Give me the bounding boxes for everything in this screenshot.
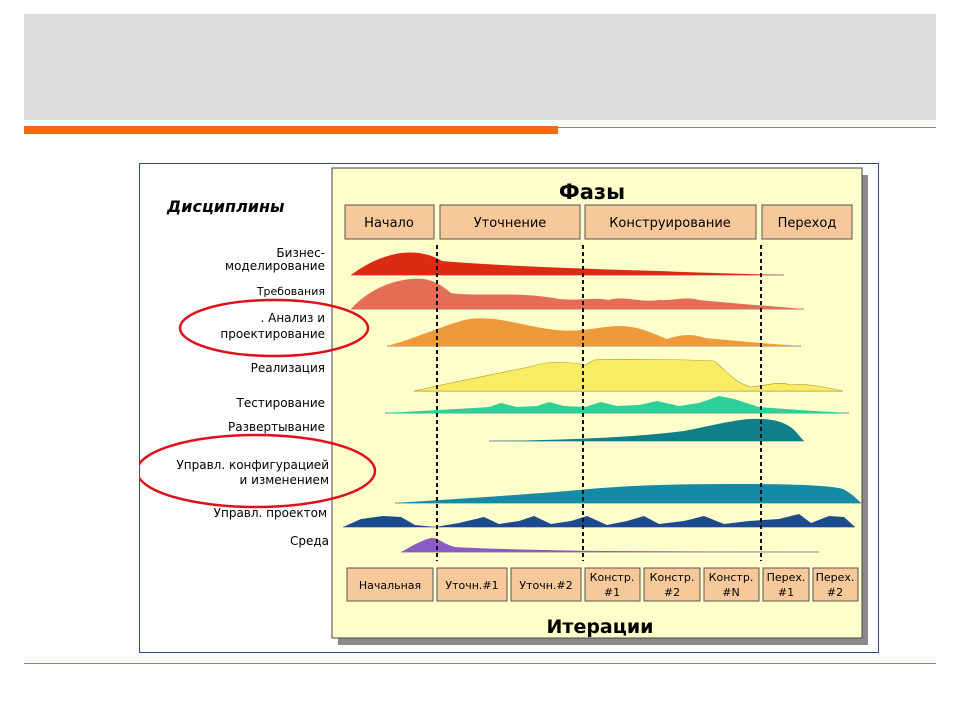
curve-config-change-mgmt	[395, 484, 861, 503]
discipline-label-environment: Среда	[290, 534, 329, 548]
iterations-heading: Итерации	[547, 616, 654, 638]
discipline-labels: Бизнес- моделирование Требования . Анали…	[176, 246, 329, 548]
phase-header-row: Начало Уточнение Конструирование Переход	[344, 204, 853, 240]
highlight-circle-analysis	[178, 298, 370, 358]
milestone-lines	[436, 245, 762, 561]
iteration-box-constr-n	[703, 567, 760, 602]
iteration-box-elab-1	[436, 567, 508, 602]
curve-project-management	[343, 514, 855, 527]
phases-panel	[331, 167, 863, 639]
curve-analysis-design	[387, 318, 801, 346]
curve-deployment	[489, 418, 804, 441]
iteration-box-constr-2	[643, 567, 701, 602]
discipline-label-project: Управл. проектом	[214, 506, 327, 520]
iteration-label-constr-2a: Констр.	[650, 571, 695, 584]
footer-line	[24, 663, 936, 664]
phase-box-inception	[344, 204, 435, 240]
discipline-label-testing: Тестирование	[235, 396, 325, 410]
iteration-label-trans-1b: #1	[778, 586, 794, 599]
discipline-label-config-2: и изменением	[239, 473, 329, 487]
iteration-box-initial	[346, 567, 434, 602]
discipline-label-business-1: Бизнес-	[276, 246, 325, 260]
phase-box-transition	[761, 204, 853, 240]
discipline-label-analysis-2: проектирование	[220, 327, 325, 341]
phase-label-elaboration: Уточнение	[474, 216, 547, 231]
iteration-label-constr-na: Констр.	[709, 571, 754, 584]
iteration-box-elab-2	[510, 567, 582, 602]
phase-label-construction: Конструирование	[609, 216, 731, 231]
rup-diagram: Фазы Дисциплины Итерации Начало Уточнени…	[139, 167, 868, 645]
iteration-label-constr-1a: Констр.	[590, 571, 635, 584]
phase-label-transition: Переход	[778, 216, 837, 231]
iteration-label-elab-2: Уточн.#2	[519, 579, 572, 592]
curve-environment	[401, 537, 819, 552]
phase-label-inception: Начало	[364, 216, 414, 231]
phase-box-construction	[584, 204, 757, 240]
disciplines-heading: Дисциплины	[166, 197, 285, 216]
iteration-label-initial: Начальная	[359, 579, 421, 592]
iteration-row: Начальная Уточн.#1 Уточн.#2 Констр. #1 К…	[346, 567, 859, 602]
discipline-label-business-2: моделирование	[225, 259, 325, 273]
highlight-circle-config	[139, 433, 377, 509]
iteration-label-trans-1a: Перех.	[767, 571, 806, 584]
phases-heading: Фазы	[559, 180, 625, 204]
title-accent-line	[558, 127, 936, 128]
iteration-label-constr-2b: #2	[664, 586, 680, 599]
curve-requirements	[351, 278, 804, 309]
phase-box-elaboration	[439, 204, 581, 240]
discipline-label-requirements: Требования	[256, 285, 325, 298]
iteration-label-trans-2a: Перех.	[816, 571, 855, 584]
iteration-box-trans-2	[812, 567, 859, 602]
iteration-box-trans-1	[762, 567, 810, 602]
curve-testing	[385, 396, 849, 413]
curve-implementation	[413, 359, 844, 392]
discipline-label-config-1: Управл. конфигурацией	[176, 458, 329, 472]
discipline-label-deployment: Развертывание	[228, 420, 325, 434]
workload-curves	[343, 252, 861, 553]
iteration-label-trans-2b: #2	[827, 586, 843, 599]
title-accent-bar	[24, 126, 558, 134]
iteration-label-elab-1: Уточн.#1	[445, 579, 498, 592]
iteration-label-constr-nb: #N	[722, 586, 739, 599]
curve-business-modeling	[351, 252, 784, 275]
discipline-label-analysis-1: . Анализ и	[261, 311, 326, 325]
discipline-label-implementation: Реализация	[251, 361, 325, 375]
slide-title-band	[24, 14, 936, 120]
iteration-box-constr-1	[584, 567, 641, 602]
iteration-label-constr-1b: #1	[604, 586, 620, 599]
